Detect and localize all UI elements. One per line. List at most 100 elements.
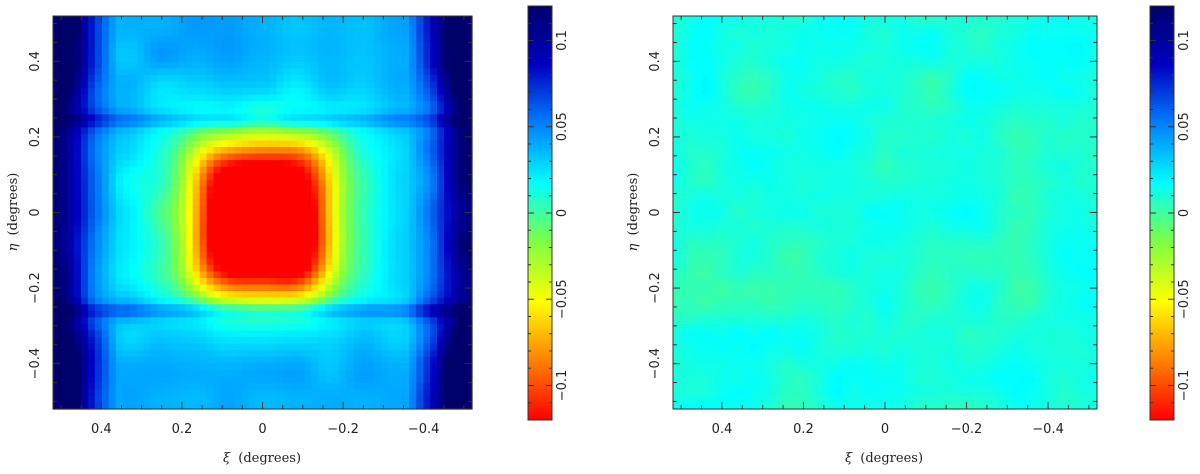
heatmap-cell	[199, 61, 208, 69]
heatmap-cell	[722, 317, 731, 325]
heatmap-cell	[736, 212, 745, 220]
heatmap-cell	[53, 317, 61, 325]
heatmap-cell	[73, 147, 82, 155]
heatmap-cell	[234, 389, 243, 397]
heatmap-cell	[402, 61, 410, 69]
heatmap-cell	[143, 114, 152, 122]
heatmap-cell	[416, 245, 424, 253]
heatmap-cell	[743, 284, 752, 292]
heatmap-cell	[318, 264, 326, 273]
heatmap-cell	[409, 127, 417, 135]
heatmap-cell	[143, 363, 152, 371]
heatmap-cell	[687, 402, 695, 410]
heatmap-cell	[458, 35, 466, 43]
heatmap-cell	[353, 81, 361, 89]
heatmap-cell	[192, 284, 201, 292]
heatmap-cell	[220, 245, 229, 253]
heatmap-cell	[311, 173, 319, 181]
heatmap-cell	[227, 120, 236, 128]
heatmap-cell	[771, 284, 780, 292]
heatmap-cell	[262, 153, 271, 161]
heatmap-cell	[757, 271, 766, 279]
heatmap-cell	[353, 120, 361, 128]
heatmap-cell	[108, 395, 117, 404]
heatmap-cell	[764, 343, 773, 351]
heatmap-cell	[297, 114, 305, 122]
heatmap-cell	[444, 336, 452, 345]
heatmap-cell	[800, 343, 808, 351]
heatmap-cell	[220, 48, 229, 56]
heatmap-cell	[241, 173, 250, 181]
heatmap-cell	[325, 107, 333, 115]
heatmap-cell	[367, 284, 375, 292]
heatmap-cell	[743, 232, 752, 240]
heatmap-cell	[262, 166, 271, 174]
heatmap-cell	[722, 251, 731, 259]
heatmap-cell	[234, 350, 243, 358]
heatmap-cell	[360, 179, 368, 187]
heatmap-cell	[262, 140, 271, 148]
heatmap-cell	[185, 153, 194, 161]
heatmap-cell	[430, 232, 438, 240]
heatmap-cell	[283, 35, 292, 43]
heatmap-cell	[108, 160, 117, 168]
heatmap-cell	[164, 107, 173, 115]
heatmap-cell	[722, 48, 731, 56]
heatmap-cell	[276, 323, 285, 331]
heatmap-cell	[458, 317, 466, 325]
heatmap-cell	[87, 278, 96, 286]
heatmap-cell	[764, 205, 773, 214]
heatmap-cell	[423, 238, 431, 246]
heatmap-cell	[444, 55, 452, 63]
heatmap-cell	[192, 310, 201, 318]
heatmap-cell	[722, 88, 731, 96]
heatmap-cell	[143, 278, 152, 286]
heatmap-cell	[353, 323, 361, 331]
heatmap-cell	[402, 94, 410, 102]
heatmap-cell	[793, 389, 801, 397]
heatmap-cell	[339, 179, 347, 187]
heatmap-cell	[402, 284, 410, 292]
heatmap-cell	[318, 205, 326, 214]
heatmap-cell	[325, 22, 333, 30]
heatmap-cell	[122, 186, 131, 194]
heatmap-cell	[192, 323, 201, 331]
heatmap-cell	[304, 304, 312, 312]
heatmap-cell	[220, 258, 229, 266]
heatmap-cell	[339, 356, 347, 364]
heatmap-cell	[750, 225, 759, 233]
heatmap-cell	[248, 395, 257, 404]
heatmap-cell	[416, 205, 424, 214]
heatmap-cell	[444, 101, 452, 109]
heatmap-cell	[451, 61, 459, 69]
heatmap-cell	[234, 120, 243, 128]
heatmap-cell	[430, 395, 438, 404]
heatmap-cell	[157, 101, 166, 109]
heatmap-cell	[108, 147, 117, 155]
heatmap-cell	[736, 356, 745, 364]
heatmap-cell	[157, 389, 166, 397]
heatmap-cell	[360, 61, 368, 69]
heatmap-cell	[206, 94, 215, 102]
heatmap-cell	[171, 323, 180, 331]
heatmap-cell	[178, 61, 187, 69]
heatmap-cell	[164, 232, 173, 240]
heatmap-cell	[367, 199, 375, 207]
heatmap-cell	[59, 173, 68, 181]
heatmap-cell	[199, 343, 208, 351]
heatmap-cell	[807, 376, 815, 384]
heatmap-cell	[451, 114, 459, 122]
heatmap-cell	[115, 382, 124, 390]
heatmap-cell	[220, 330, 229, 338]
heatmap-cell	[673, 251, 681, 259]
heatmap-cell	[185, 304, 194, 312]
heatmap-cell	[108, 258, 117, 266]
heatmap-cell	[353, 245, 361, 253]
heatmap-cell	[451, 127, 459, 135]
heatmap-cell	[220, 350, 229, 358]
heatmap-cell	[367, 153, 375, 161]
heatmap-cell	[444, 304, 452, 312]
heatmap-cell	[136, 199, 145, 207]
heatmap-cell	[178, 402, 187, 410]
heatmap-cell	[262, 402, 271, 410]
